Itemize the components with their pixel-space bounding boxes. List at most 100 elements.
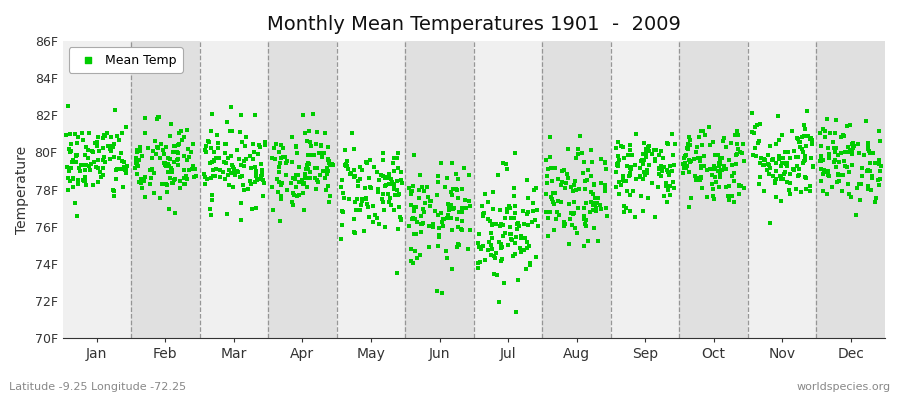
Point xyxy=(471,260,485,266)
Point xyxy=(429,192,444,198)
Point xyxy=(65,159,79,165)
Point xyxy=(61,175,76,181)
Point xyxy=(694,174,708,180)
Point xyxy=(353,206,367,213)
Point xyxy=(747,130,761,136)
Point xyxy=(69,158,84,165)
Point xyxy=(416,206,430,212)
Point xyxy=(840,164,854,170)
Point xyxy=(837,133,851,140)
Point xyxy=(498,215,512,221)
Point xyxy=(451,195,465,202)
Point xyxy=(320,165,335,171)
Point xyxy=(217,176,231,182)
Point xyxy=(244,165,258,172)
Point xyxy=(843,122,858,128)
Point xyxy=(549,215,563,222)
Point xyxy=(238,143,253,149)
Point xyxy=(392,165,406,171)
Point xyxy=(392,214,407,220)
Point xyxy=(424,197,438,204)
Point xyxy=(148,169,162,176)
Point xyxy=(644,179,659,186)
Point xyxy=(166,180,180,187)
Point xyxy=(695,185,709,191)
Point xyxy=(353,176,367,183)
Point xyxy=(362,175,376,182)
Point xyxy=(688,172,702,179)
Point xyxy=(411,187,426,193)
Point xyxy=(163,175,177,182)
Point xyxy=(567,182,581,188)
Point xyxy=(392,165,406,172)
Point xyxy=(237,163,251,169)
Point xyxy=(78,178,93,184)
Point xyxy=(338,161,353,168)
Point xyxy=(841,149,855,156)
Point xyxy=(547,227,562,233)
Point xyxy=(503,205,517,211)
Point xyxy=(446,205,461,211)
Point xyxy=(706,139,720,146)
Point xyxy=(570,230,584,236)
Point xyxy=(445,266,459,272)
Point xyxy=(788,154,803,160)
Point xyxy=(676,170,690,176)
Point xyxy=(76,176,90,183)
Point xyxy=(449,187,464,193)
Point xyxy=(242,152,256,159)
Point xyxy=(578,178,592,184)
Point xyxy=(161,163,176,169)
Point xyxy=(280,158,294,164)
Point xyxy=(529,184,544,191)
Point xyxy=(255,168,269,175)
Point xyxy=(842,149,856,155)
Point xyxy=(647,147,662,153)
Point xyxy=(792,166,806,172)
Point xyxy=(571,146,585,152)
Point xyxy=(508,202,522,209)
Point xyxy=(434,210,448,217)
Point xyxy=(405,188,419,195)
Point xyxy=(577,243,591,250)
Point xyxy=(91,157,105,163)
Point xyxy=(79,182,94,188)
Point xyxy=(452,208,466,215)
Point xyxy=(157,160,171,166)
Point xyxy=(584,173,598,180)
Point xyxy=(828,156,842,163)
Point xyxy=(249,205,264,212)
Point xyxy=(197,171,211,178)
Point xyxy=(78,176,93,183)
Point xyxy=(504,230,518,237)
Point xyxy=(865,172,879,179)
Point xyxy=(289,172,303,178)
Point xyxy=(166,143,181,149)
Point xyxy=(151,145,166,151)
Point xyxy=(316,168,330,174)
Point xyxy=(660,199,674,205)
Point xyxy=(178,180,193,187)
Point xyxy=(639,170,653,176)
Point xyxy=(852,197,867,203)
Point xyxy=(182,167,196,174)
Point xyxy=(110,132,124,139)
Point xyxy=(403,190,418,197)
Point xyxy=(745,152,760,158)
Point xyxy=(568,178,582,184)
Point xyxy=(106,154,121,160)
Point xyxy=(555,179,570,185)
Point xyxy=(79,144,94,150)
Point xyxy=(208,172,222,179)
Point xyxy=(252,175,266,182)
Point xyxy=(346,228,361,235)
Point xyxy=(861,186,876,192)
Point xyxy=(616,144,630,150)
Point xyxy=(134,153,148,160)
Point xyxy=(59,132,74,138)
Text: Latitude -9.25 Longitude -72.25: Latitude -9.25 Longitude -72.25 xyxy=(9,382,186,392)
Point xyxy=(63,165,77,172)
Point xyxy=(338,162,353,169)
Point xyxy=(594,155,608,162)
Point xyxy=(713,154,727,161)
